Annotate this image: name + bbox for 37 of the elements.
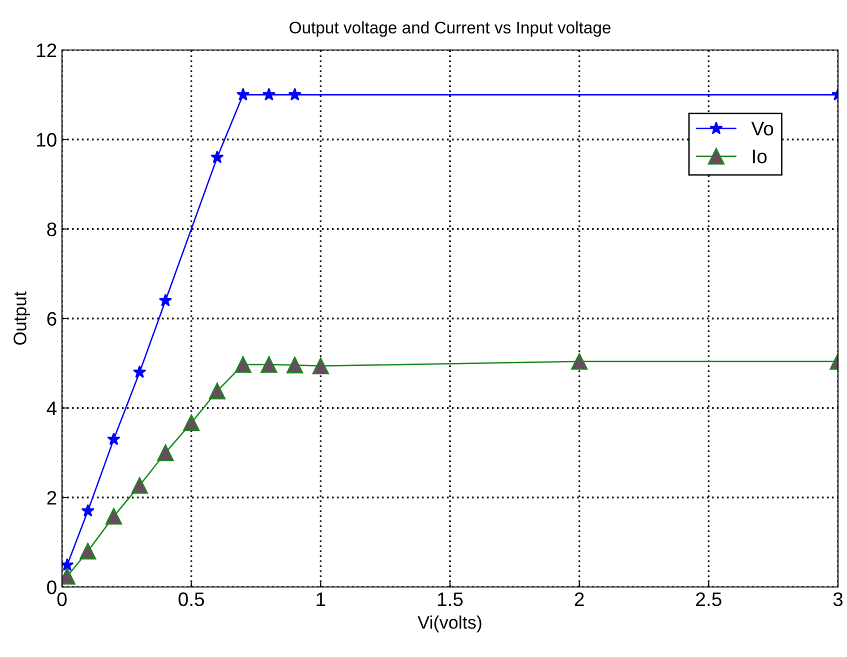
y-tick-label: 6	[47, 312, 56, 326]
point	[131, 477, 148, 494]
point	[236, 88, 250, 100]
y-tick-label: 2	[47, 490, 56, 505]
point	[80, 542, 96, 560]
point	[234, 356, 252, 373]
point	[208, 382, 226, 400]
y-tick-label: 4	[46, 402, 57, 416]
y-tick-label: 0	[47, 580, 56, 594]
y-tick-label: 8	[47, 222, 56, 236]
y-axis-title: Output	[14, 292, 30, 345]
x-tick-label: 1	[316, 592, 326, 606]
point	[183, 414, 200, 432]
x-tick-label: 0.5	[178, 592, 204, 606]
legend-label: Io	[753, 150, 767, 164]
point	[105, 508, 122, 525]
point	[286, 356, 304, 374]
point	[157, 444, 174, 462]
point	[288, 88, 302, 100]
x-tick-label: 3	[833, 592, 843, 606]
point	[312, 358, 329, 374]
point	[107, 432, 120, 446]
x-tick-label: 2.5	[696, 592, 722, 606]
x-tick-label: 2	[574, 592, 584, 606]
point	[260, 356, 278, 373]
point	[158, 294, 172, 306]
x-tick-label: 0	[57, 592, 67, 606]
point	[262, 88, 276, 100]
x-tick-label: 1.5	[438, 592, 463, 606]
point	[81, 504, 95, 517]
x-axis-title: Vi(volts)	[418, 616, 482, 632]
point	[132, 365, 146, 378]
y-tick-label: 12	[36, 43, 56, 58]
legend-label: Vo	[751, 122, 774, 136]
y-tick-label: 10	[36, 132, 56, 147]
point	[210, 150, 224, 164]
chart-title: Output voltage and Current vs Input voltage	[290, 21, 610, 37]
